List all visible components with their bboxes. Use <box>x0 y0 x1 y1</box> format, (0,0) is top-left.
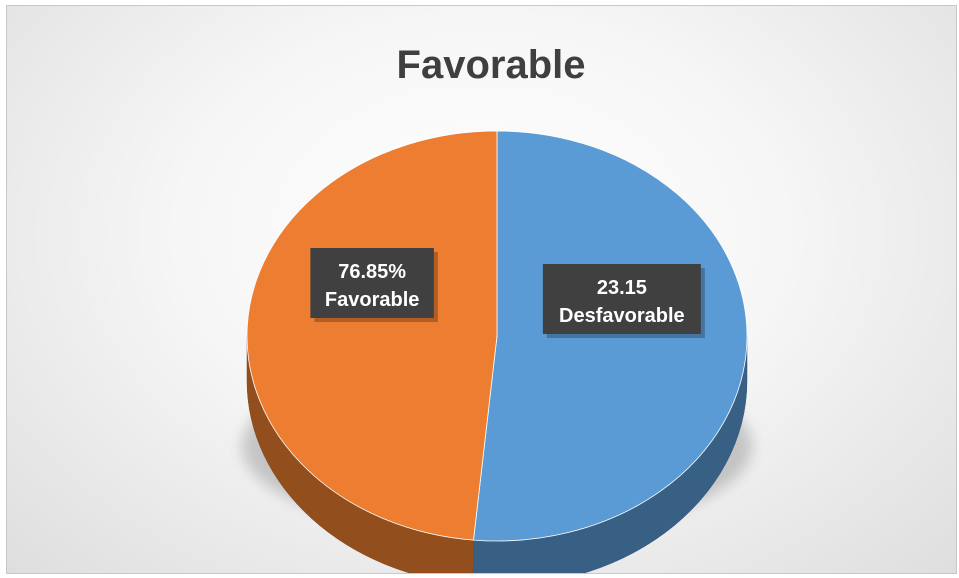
data-label-desfavorable: 23.15 Desfavorable <box>542 264 705 338</box>
chart-title: Favorable <box>397 43 586 87</box>
pie-slice-favorable <box>246 130 498 541</box>
data-label-favorable: 76.85% Favorable <box>310 248 438 322</box>
data-label-category: Desfavorable <box>559 305 685 327</box>
chart-area: Favorable 23.15 Desfavorable 76.85% Favorab… <box>6 5 957 574</box>
pie-slice-desfavorable <box>473 130 748 542</box>
data-label-box <box>310 248 434 318</box>
data-labels: 23.15 Desfavorable 76.85% Favorable <box>310 248 705 338</box>
data-label-category: Favorable <box>325 289 419 311</box>
pie-tops <box>246 130 748 542</box>
data-label-value: 23.15 <box>597 277 647 299</box>
data-label-value: 76.85% <box>338 261 406 283</box>
data-label-box <box>542 264 701 334</box>
pie-chart: Favorable 23.15 Desfavorable 76.85% Favorab… <box>242 43 752 573</box>
